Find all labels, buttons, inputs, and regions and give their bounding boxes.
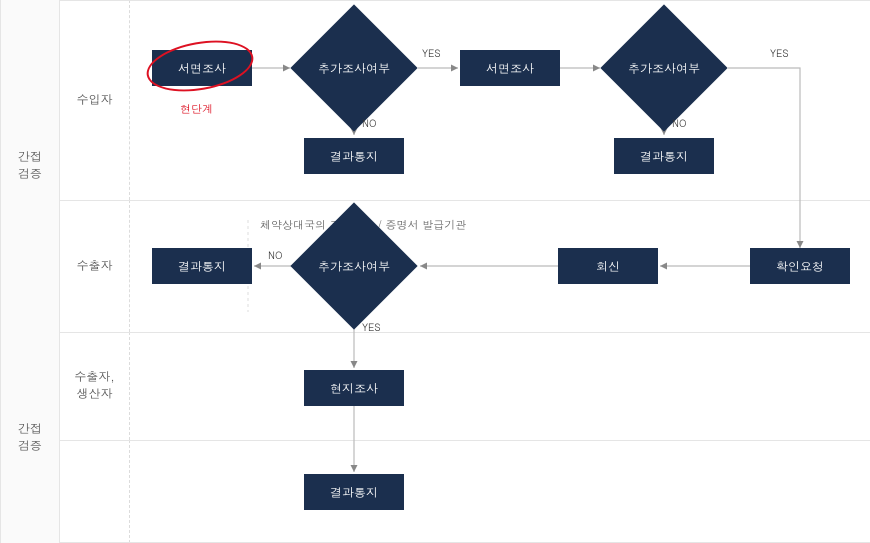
separator xyxy=(60,440,870,441)
edge-yes-2: YES xyxy=(770,46,789,60)
category-label-direct: 간접검증 xyxy=(0,332,60,543)
current-stage-label: 현단계 xyxy=(180,102,213,117)
node-result-2: 결과통지 xyxy=(614,138,714,174)
connectors xyxy=(0,0,870,543)
edge-no-1: NO xyxy=(362,116,376,130)
edge-yes-3: YES xyxy=(362,320,381,334)
node-field-review: 현지조사 xyxy=(304,370,404,406)
node-result-3: 결과통지 xyxy=(152,248,252,284)
edge-yes-1: YES xyxy=(422,46,441,60)
node-confirm-request: 확인요청 xyxy=(750,248,850,284)
node-reply: 회신 xyxy=(558,248,658,284)
node-add-check-3 xyxy=(290,202,417,329)
separator xyxy=(60,332,870,333)
node-result-4: 결과통지 xyxy=(304,474,404,510)
edge-no-3: NO xyxy=(268,248,282,262)
actor-exporter-producer: 수출자,생산자 xyxy=(60,332,130,440)
flowchart-container: 간접검증 간접검증 수입자 수출자 수출자,생산자 xyxy=(0,0,870,543)
actor-importer: 수입자 xyxy=(60,0,130,200)
node-add-check-2 xyxy=(600,4,727,131)
separator xyxy=(60,200,870,201)
node-written-review-1: 서면조사 xyxy=(152,50,252,86)
node-result-1: 결과통지 xyxy=(304,138,404,174)
actor-exporter: 수출자 xyxy=(60,200,130,332)
category-label-indirect: 간접검증 xyxy=(0,0,60,332)
node-add-check-1 xyxy=(290,4,417,131)
edge-no-2: NO xyxy=(672,116,686,130)
separator xyxy=(60,0,870,1)
node-written-review-2: 서면조사 xyxy=(460,50,560,86)
actor-blank xyxy=(60,440,130,543)
